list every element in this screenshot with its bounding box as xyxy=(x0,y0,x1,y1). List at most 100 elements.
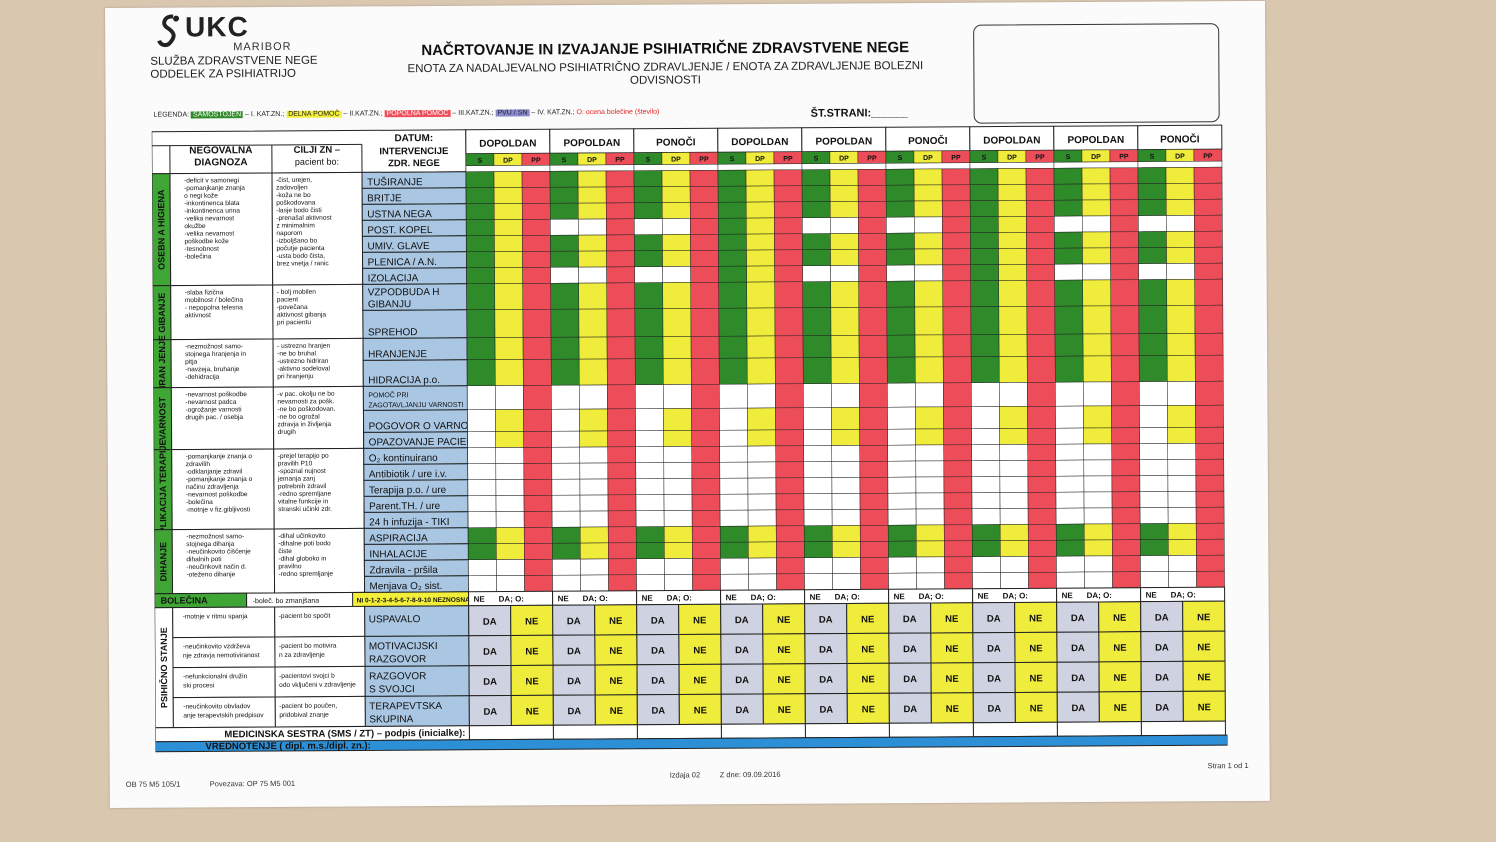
status-cell[interactable] xyxy=(578,250,607,268)
status-cell[interactable] xyxy=(1110,333,1140,357)
status-cell[interactable] xyxy=(997,184,1027,201)
status-cell[interactable] xyxy=(1139,523,1169,540)
status-cell[interactable] xyxy=(494,251,523,268)
status-cell[interactable] xyxy=(914,356,944,384)
status-cell[interactable] xyxy=(830,357,860,384)
status-cell[interactable] xyxy=(942,264,971,282)
status-cell[interactable] xyxy=(802,357,832,384)
status-cell[interactable] xyxy=(1082,279,1112,307)
status-cell[interactable] xyxy=(1111,507,1141,525)
status-cell[interactable] xyxy=(914,334,944,358)
status-cell[interactable] xyxy=(802,281,832,308)
status-cell[interactable] xyxy=(550,218,579,236)
status-cell[interactable] xyxy=(718,307,748,337)
status-cell[interactable] xyxy=(943,406,972,430)
status-cell[interactable] xyxy=(690,358,720,385)
status-cell[interactable] xyxy=(1195,380,1224,406)
status-cell[interactable] xyxy=(1027,491,1057,509)
status-cell[interactable] xyxy=(1054,355,1084,383)
status-cell[interactable] xyxy=(998,334,1028,357)
signature-cell[interactable] xyxy=(468,724,554,741)
status-cell[interactable] xyxy=(691,526,721,543)
status-cell[interactable] xyxy=(775,477,805,495)
status-cell[interactable] xyxy=(605,202,635,220)
status-cell[interactable] xyxy=(466,309,496,339)
status-cell[interactable] xyxy=(692,573,721,591)
status-cell[interactable] xyxy=(858,248,887,266)
status-cell[interactable] xyxy=(970,280,1000,307)
signature-cell[interactable] xyxy=(804,722,890,739)
status-cell[interactable] xyxy=(523,479,553,496)
status-cell[interactable] xyxy=(523,431,552,448)
signature-cell[interactable] xyxy=(636,723,722,740)
status-cell[interactable] xyxy=(859,476,889,494)
status-cell[interactable] xyxy=(745,201,775,219)
status-cell[interactable] xyxy=(1083,427,1112,445)
status-cell[interactable] xyxy=(886,232,915,250)
status-cell[interactable] xyxy=(1055,475,1085,493)
status-cell[interactable] xyxy=(551,462,581,480)
status-cell[interactable] xyxy=(691,408,720,431)
status-cell[interactable] xyxy=(1110,355,1140,383)
status-cell[interactable] xyxy=(1166,279,1196,306)
status-cell[interactable] xyxy=(1084,539,1113,557)
status-cell[interactable] xyxy=(550,250,579,268)
status-cell[interactable] xyxy=(1140,539,1169,556)
status-cell[interactable] xyxy=(1083,523,1113,541)
status-cell[interactable] xyxy=(972,572,1001,589)
status-cell[interactable] xyxy=(635,478,665,496)
status-cell[interactable] xyxy=(1083,405,1112,429)
status-cell[interactable] xyxy=(578,282,608,310)
status-cell[interactable] xyxy=(607,510,637,528)
status-cell[interactable] xyxy=(466,219,495,237)
status-cell[interactable] xyxy=(495,431,524,448)
status-cell[interactable] xyxy=(579,384,608,410)
status-cell[interactable] xyxy=(690,250,719,267)
status-cell[interactable] xyxy=(495,511,525,528)
status-cell[interactable] xyxy=(607,430,636,448)
status-cell[interactable] xyxy=(467,447,497,465)
status-cell[interactable] xyxy=(607,494,637,512)
status-cell[interactable] xyxy=(746,217,775,235)
status-cell[interactable] xyxy=(1167,507,1197,524)
status-cell[interactable] xyxy=(1195,490,1225,508)
status-cell[interactable] xyxy=(971,476,1001,493)
status-cell[interactable] xyxy=(831,461,861,478)
status-cell[interactable] xyxy=(522,359,552,386)
status-cell[interactable] xyxy=(466,267,495,285)
status-cell[interactable] xyxy=(1053,167,1083,185)
status-cell[interactable] xyxy=(802,307,832,336)
status-cell[interactable] xyxy=(970,232,999,249)
status-cell[interactable] xyxy=(858,306,888,336)
status-cell[interactable] xyxy=(468,575,497,593)
status-cell[interactable] xyxy=(1137,183,1167,200)
status-cell[interactable] xyxy=(774,249,803,267)
status-cell[interactable] xyxy=(664,558,693,575)
status-cell[interactable] xyxy=(1166,231,1195,248)
status-cell[interactable] xyxy=(1082,247,1111,265)
status-cell[interactable] xyxy=(885,200,915,218)
status-cell[interactable] xyxy=(552,574,581,592)
status-cell[interactable] xyxy=(635,526,665,544)
status-cell[interactable] xyxy=(1054,279,1084,307)
status-cell[interactable] xyxy=(719,445,749,463)
status-cell[interactable] xyxy=(1026,263,1055,281)
status-cell[interactable] xyxy=(578,308,608,338)
status-cell[interactable] xyxy=(829,169,859,186)
status-cell[interactable] xyxy=(663,430,692,447)
status-cell[interactable] xyxy=(943,428,972,446)
status-cell[interactable] xyxy=(550,266,579,284)
status-cell[interactable] xyxy=(887,508,917,526)
status-cell[interactable] xyxy=(690,336,720,359)
status-cell[interactable] xyxy=(662,234,691,251)
status-cell[interactable] xyxy=(1056,571,1085,589)
status-cell[interactable] xyxy=(662,358,692,385)
status-cell[interactable] xyxy=(1194,332,1224,356)
status-cell[interactable] xyxy=(773,201,803,219)
status-cell[interactable] xyxy=(494,337,524,360)
status-cell[interactable] xyxy=(496,575,525,592)
status-cell[interactable] xyxy=(663,408,692,431)
status-cell[interactable] xyxy=(970,216,999,233)
status-cell[interactable] xyxy=(971,524,1001,541)
status-cell[interactable] xyxy=(1139,427,1168,444)
